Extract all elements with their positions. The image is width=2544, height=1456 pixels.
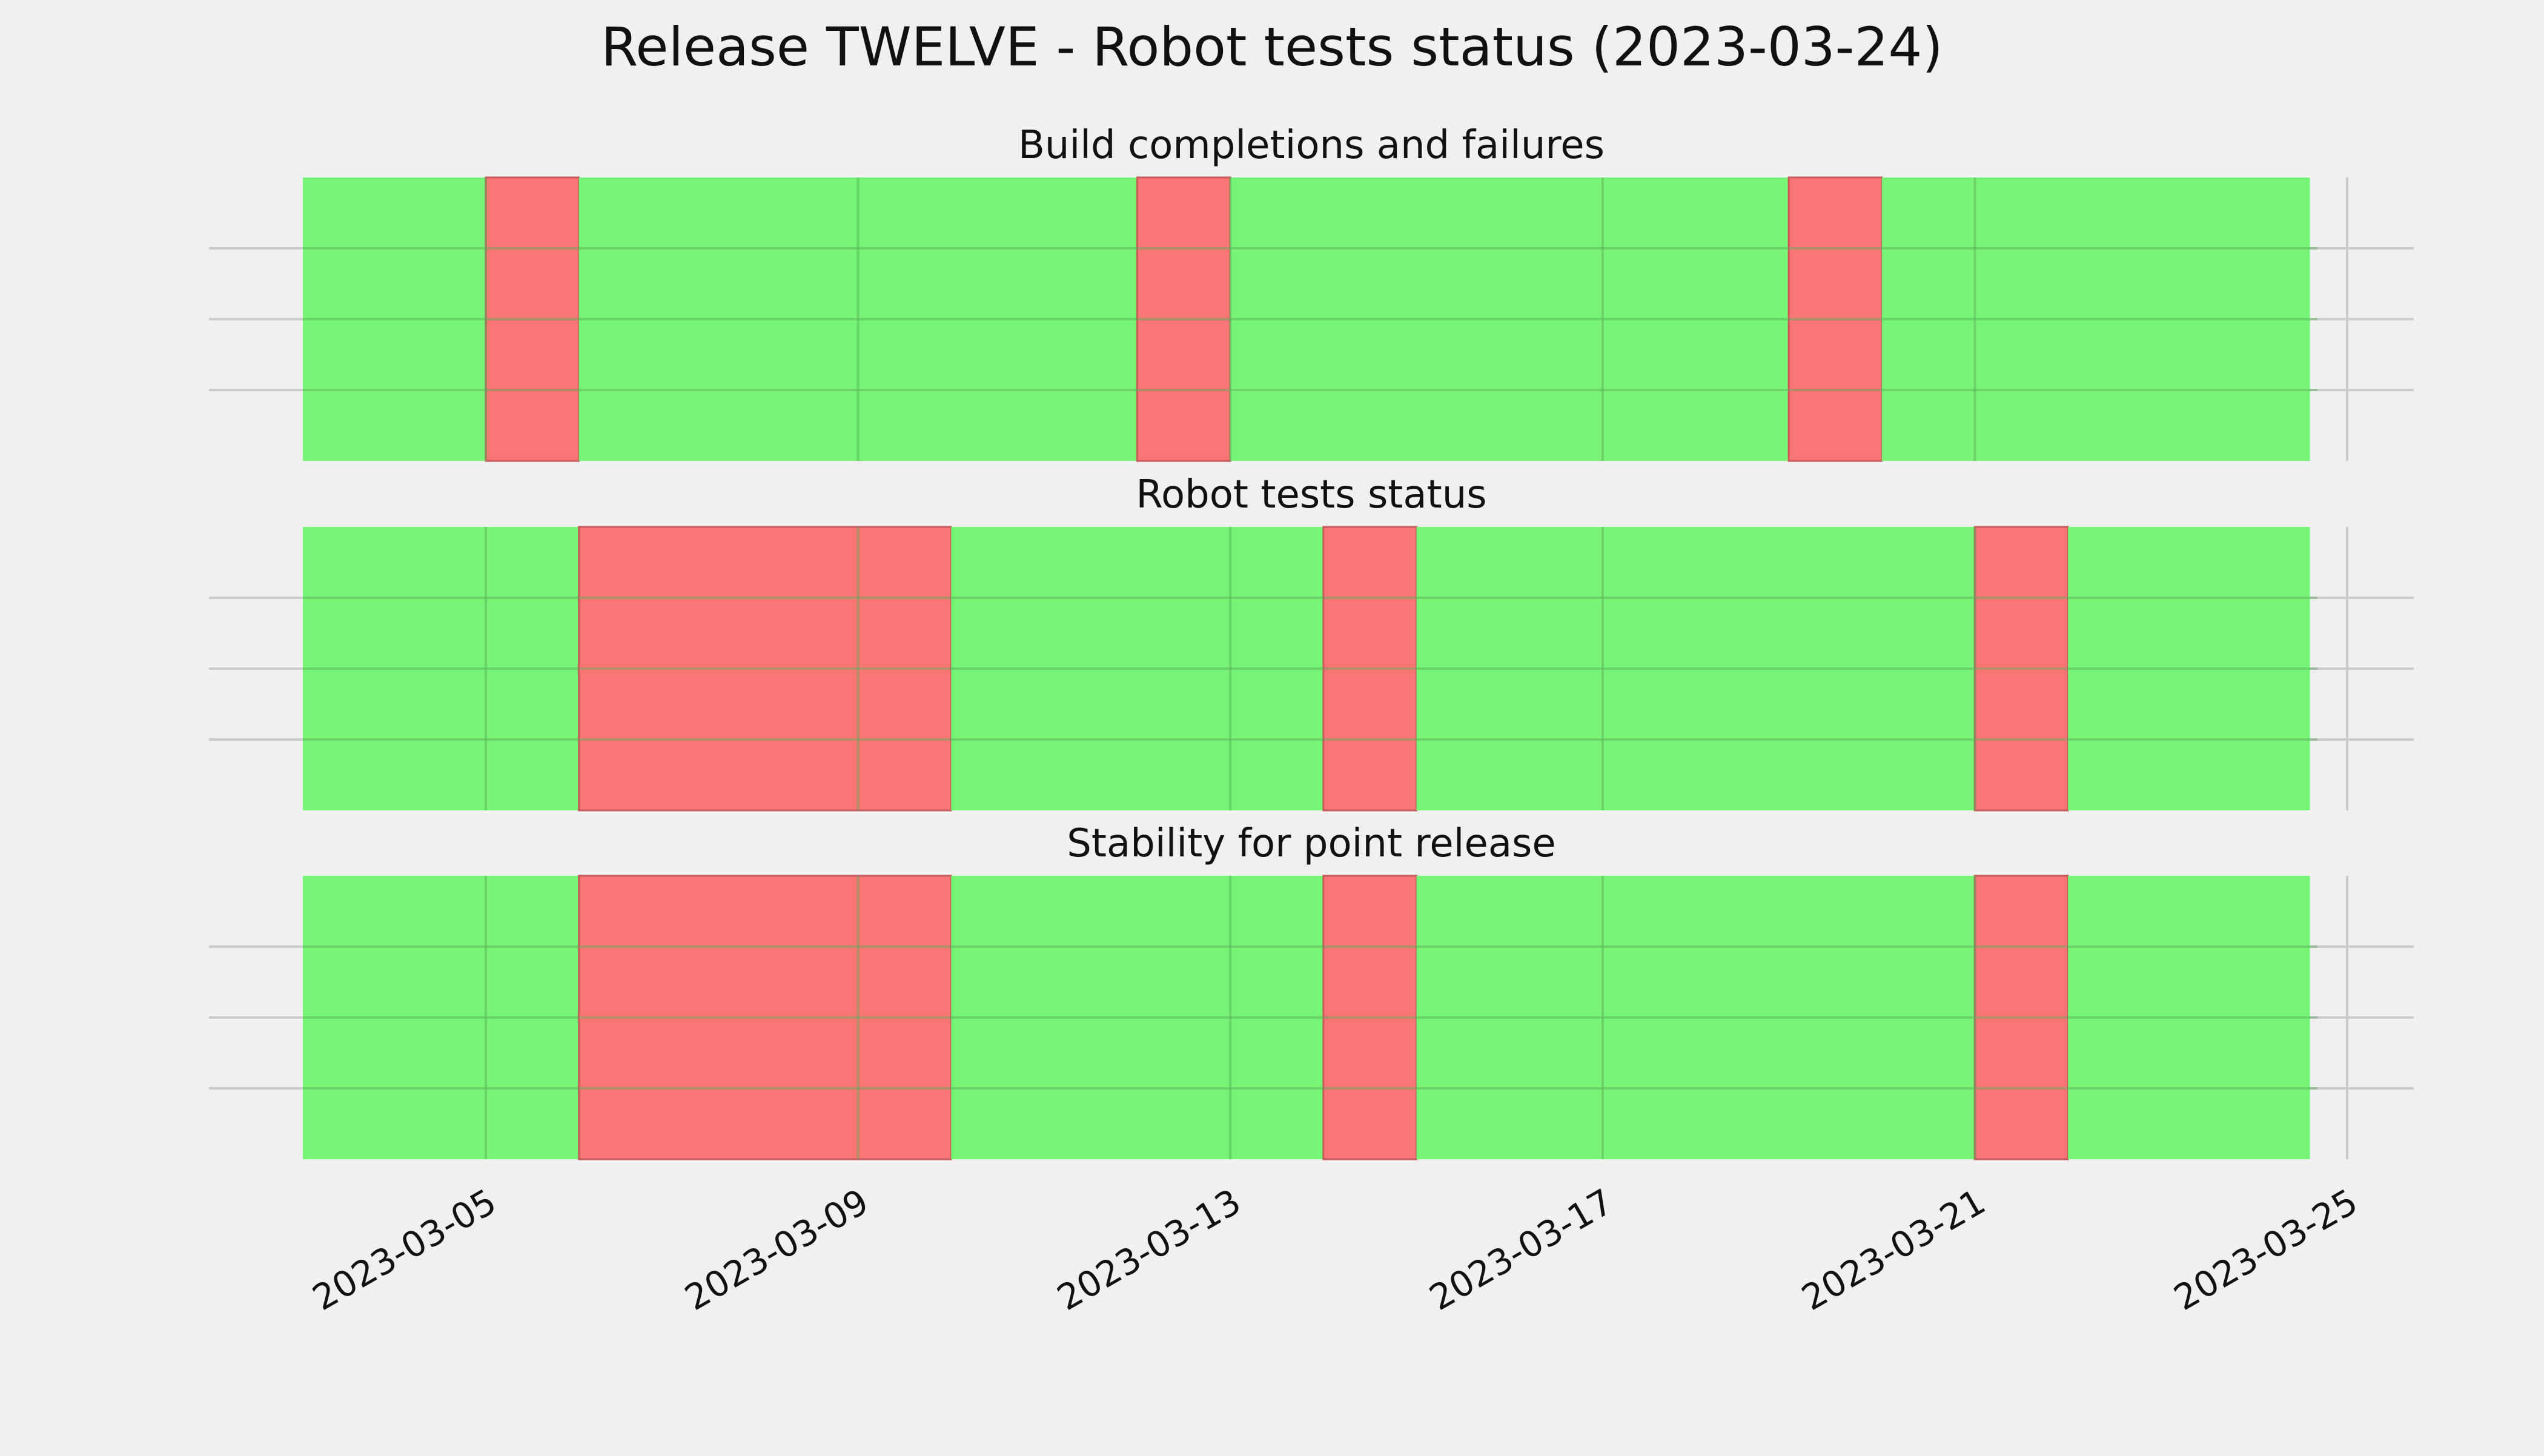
panel-title: Robot tests status [1136, 472, 1486, 517]
timeline-segment-fail [1973, 875, 2069, 1160]
timeline-segment-pass [578, 177, 1138, 461]
panel-1: Build completions and failures [209, 123, 2414, 462]
panel-title: Build completions and failures [1018, 123, 1605, 168]
timeline-segment-fail [1322, 875, 1418, 1160]
timeline-segment-pass [2068, 527, 2310, 810]
timeline-segment-pass [1416, 527, 1975, 810]
timeline-segment-pass [951, 876, 1323, 1159]
timeline-segment-pass [1230, 177, 1789, 461]
timeline-segment-pass [951, 527, 1323, 810]
panel-3: Stability for point release [209, 821, 2414, 1160]
timeline-segment-pass [303, 527, 579, 810]
chart-panels: Build completions and failures Robot test… [209, 123, 2414, 1160]
timeline-segment-fail [1787, 176, 1883, 462]
panel-title: Stability for point release [1067, 821, 1556, 866]
timeline-segment-fail [578, 875, 952, 1160]
timeline-segment-pass [303, 876, 579, 1159]
timeline-segment-fail [578, 526, 952, 812]
timeline-segment-pass [303, 177, 486, 461]
timeline-segment-pass [1416, 876, 1975, 1159]
panel-2: Robot tests status [209, 472, 2414, 812]
timeline-segment-pass [2068, 876, 2310, 1159]
timeline-segment-fail [1973, 526, 2069, 812]
timeline-segment-fail [1322, 526, 1418, 812]
timeline-segment-fail [485, 176, 580, 462]
timeline-segment-pass [1881, 177, 2310, 461]
chart-title: Release TWELVE - Robot tests status (202… [601, 16, 1943, 78]
